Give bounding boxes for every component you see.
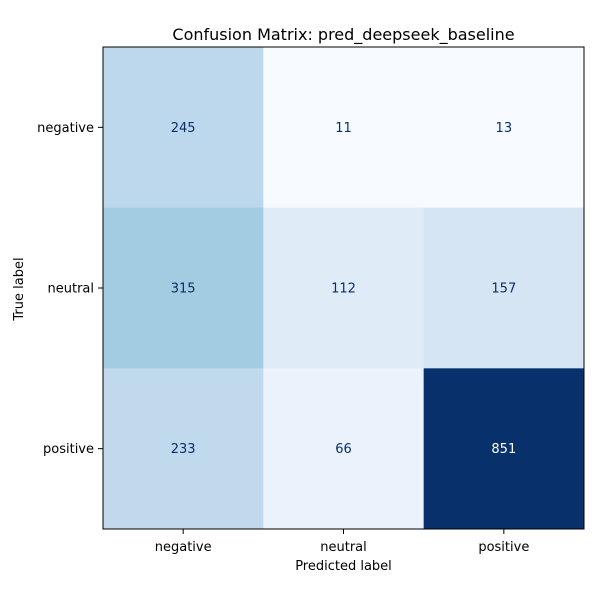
heatmap-cell-neutral-negative <box>103 207 264 369</box>
x-tick-label-neutral: neutral <box>320 540 367 555</box>
x-axis-ticks: negative neutral positive <box>155 529 529 555</box>
cell-values: 245 11 13 315 112 157 233 66 851 <box>171 121 516 457</box>
x-tick-label-positive: positive <box>478 540 529 555</box>
cell-value-neutral-neutral: 112 <box>331 282 356 297</box>
y-tick-label-negative: negative <box>37 121 94 136</box>
heatmap-cell-neutral-positive <box>423 207 585 369</box>
cell-value-negative-negative: 245 <box>171 121 196 136</box>
chart-title: Confusion Matrix: pred_deepseek_baseline <box>172 25 514 45</box>
y-axis-ticks: negative neutral positive <box>37 121 103 457</box>
cell-value-neutral-negative: 315 <box>171 282 196 297</box>
y-tick-label-positive: positive <box>43 442 94 457</box>
x-axis-label: Predicted label <box>295 559 392 574</box>
cell-value-positive-negative: 233 <box>171 442 196 457</box>
heatmap-cell-positive-positive <box>423 368 585 530</box>
heatmap-cell-negative-positive <box>423 47 585 209</box>
cell-value-negative-positive: 13 <box>496 121 513 136</box>
y-tick-label-neutral: neutral <box>48 282 95 297</box>
heatmap-cell-neutral-neutral <box>263 207 425 369</box>
heatmap-cell-negative-neutral <box>263 47 425 209</box>
cell-value-negative-neutral: 11 <box>335 121 352 136</box>
heatmap-cell-positive-negative <box>103 368 264 530</box>
heatmap-cells <box>103 47 585 530</box>
heatmap-cell-positive-neutral <box>263 368 425 530</box>
heatmap-cell-negative-negative <box>103 47 264 209</box>
x-tick-label-negative: negative <box>155 540 212 555</box>
cell-value-positive-positive: 851 <box>491 442 516 457</box>
cell-value-neutral-positive: 157 <box>491 282 516 297</box>
cell-value-positive-neutral: 66 <box>335 442 352 457</box>
y-axis-label: True label <box>12 257 27 321</box>
